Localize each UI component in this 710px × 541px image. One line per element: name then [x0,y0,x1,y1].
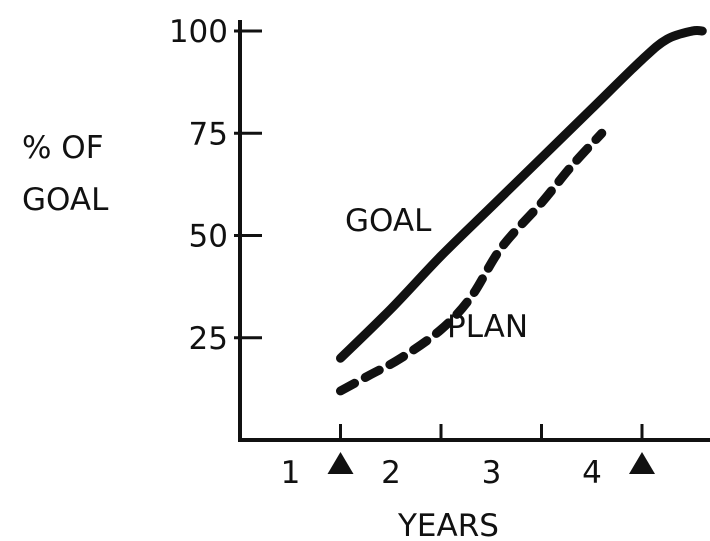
y-ticks: 25 50 75 100 [169,14,262,357]
y-tick-label: 50 [189,219,228,255]
series-group [336,25,707,396]
y-tick-label: 75 [189,116,228,152]
series-label-goal: GOAL [345,203,432,239]
series-line-plan [336,128,607,396]
x-axis-label: YEARS [397,508,499,541]
series-label-plan: PLAN [447,309,528,345]
x-tick-label: 3 [482,455,502,491]
y-tick-label: 25 [189,321,228,357]
axes [238,20,710,442]
x-tick-label: 4 [582,455,602,491]
x-ticks: 1 2 3 4 [281,424,644,491]
x-tick-label: 2 [381,455,401,491]
triangle-marker [327,452,354,474]
y-tick-label: 100 [169,14,228,50]
series-line-goal [336,25,707,363]
markers-group [327,452,655,474]
y-axis-label-line-1: % OF [22,130,104,166]
x-tick-label: 1 [281,455,301,491]
y-axis-label-line-2: GOAL [22,182,109,218]
triangle-marker [629,452,655,474]
